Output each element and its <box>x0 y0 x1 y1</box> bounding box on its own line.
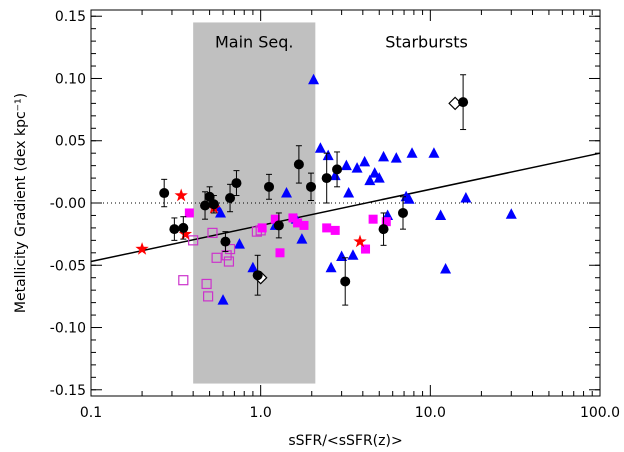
star-point <box>174 188 188 202</box>
circle-point <box>340 276 351 287</box>
x-tick-label: 10.0 <box>415 405 446 421</box>
filled-square-point <box>330 225 340 235</box>
x-axis-label: sSFR/<sSFR(z)> <box>288 433 402 449</box>
circle-point <box>200 200 211 211</box>
filled-square-point <box>275 248 285 258</box>
triangle-point <box>247 261 259 273</box>
open-square-point <box>201 278 212 290</box>
circle-point <box>159 188 170 199</box>
circle-point <box>264 181 275 192</box>
filled-square-point <box>361 244 371 254</box>
circle-point <box>321 173 332 184</box>
triangle-point <box>505 208 517 219</box>
triangle-point <box>308 73 320 85</box>
triangle-point <box>359 155 371 167</box>
fit-line-segment <box>90 152 601 263</box>
y-tick-label: -0.05 <box>50 258 86 274</box>
y-tick-label: -0.00 <box>50 196 86 212</box>
y-tick-label: -0.10 <box>50 321 86 337</box>
open-square-point <box>223 256 235 267</box>
triangle-point <box>351 162 363 173</box>
triangle-point <box>314 142 326 153</box>
triangle-point <box>322 149 334 161</box>
circle-point <box>169 224 180 235</box>
y-tick-label: 0.15 <box>55 9 86 25</box>
filled-square-point <box>299 220 309 230</box>
circle-point <box>293 159 304 170</box>
triangle-point <box>296 233 308 244</box>
triangle-point <box>378 150 390 162</box>
triangle-point <box>347 249 359 260</box>
filled-square-point <box>257 223 267 233</box>
triangle-point <box>233 238 245 249</box>
open-square-point <box>203 291 214 302</box>
y-axis: -0.15 -0.10 -0.05 -0.00 0.05 0.10 0.15 <box>50 9 600 399</box>
series-circle <box>159 74 469 306</box>
star-point <box>178 227 193 240</box>
triangle-point <box>406 147 418 158</box>
star-point <box>135 242 149 255</box>
circle-point <box>231 178 242 189</box>
x-tick-label: 1.0 <box>250 405 272 421</box>
x-tick-label: 100.0 <box>580 405 620 421</box>
triangle-point <box>403 193 415 204</box>
circle-point <box>252 270 263 281</box>
filled-square-point <box>288 213 298 223</box>
filled-square-point <box>270 214 280 224</box>
filled-square-point <box>381 217 391 227</box>
filled-square-point <box>322 223 332 233</box>
triangle-point <box>340 159 352 171</box>
triangle-point <box>336 250 348 262</box>
circle-point <box>332 164 343 175</box>
x-axis: 0.1 1.0 10.0 100.0 <box>80 10 620 421</box>
circle-point <box>178 222 189 233</box>
open-square-point <box>211 252 222 263</box>
circle-point <box>225 193 236 204</box>
open-square-point <box>178 275 189 286</box>
circle-point <box>306 181 317 192</box>
circle-point <box>378 224 389 235</box>
region-label-main-seq: Main Seq. <box>215 32 294 51</box>
circle-point <box>458 97 469 108</box>
triangle-point <box>369 167 381 178</box>
y-tick-label: 0.05 <box>55 134 86 150</box>
series-filled_square <box>184 208 391 258</box>
x-tick-label: 0.1 <box>80 405 102 421</box>
triangle-point <box>364 174 376 186</box>
triangle-point <box>440 262 452 274</box>
triangle-point <box>281 187 293 198</box>
circle-point <box>208 199 219 210</box>
triangle-point <box>435 209 447 220</box>
circle-point <box>220 236 231 247</box>
triangle-point <box>217 294 229 305</box>
triangle-point <box>325 261 337 273</box>
filled-square-point <box>184 208 194 218</box>
circle-point <box>273 220 284 231</box>
circle-point <box>397 207 408 218</box>
star-point <box>353 234 367 248</box>
y-tick-label: 0.10 <box>55 71 86 87</box>
region-label-starbursts: Starbursts <box>385 32 468 51</box>
triangle-point <box>329 169 341 181</box>
triangle-point <box>460 192 472 203</box>
circle-point <box>204 191 215 202</box>
triangle-point <box>373 172 385 183</box>
series-open_square <box>178 225 266 302</box>
open-square-point <box>188 235 199 246</box>
fit-line <box>90 152 601 263</box>
triangle-point <box>343 187 355 198</box>
triangle-point <box>390 152 402 163</box>
open-square-point <box>221 250 232 261</box>
y-tick-label: -0.15 <box>50 383 86 399</box>
open-square-point <box>207 227 218 238</box>
y-axis-label: Metallicity Gradient (dex kpc⁻¹) <box>13 93 29 313</box>
filled-square-point <box>293 218 303 228</box>
filled-square-point <box>368 214 378 224</box>
triangle-point <box>215 206 227 218</box>
data-points <box>135 73 517 306</box>
triangle-point <box>428 147 440 158</box>
